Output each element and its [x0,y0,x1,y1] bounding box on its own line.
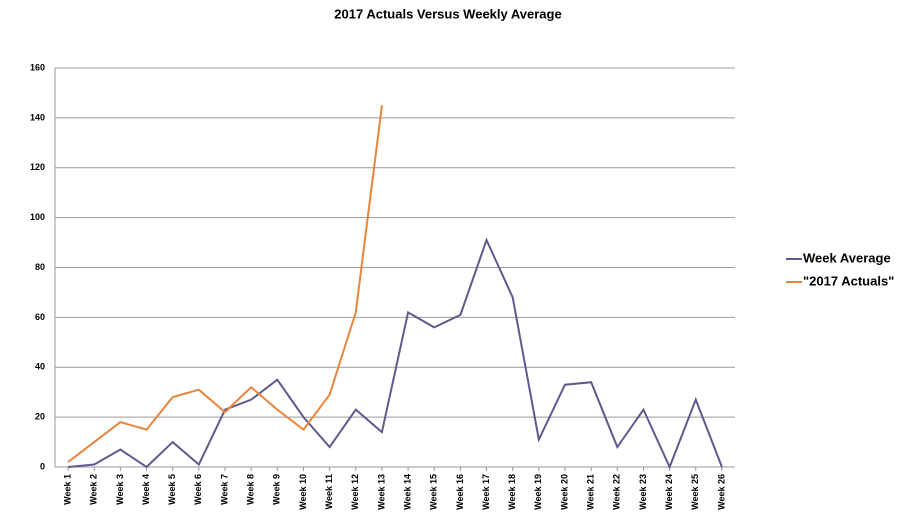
x-tick-label: Week 12 [350,474,360,510]
x-tick-label: Week 6 [193,474,203,505]
y-tick-label: 40 [35,362,45,372]
y-tick-label: 100 [30,212,45,222]
x-tick-label: Week 22 [612,474,622,510]
x-tick-label: Week 23 [638,474,648,510]
x-tick-label: Week 25 [690,474,700,510]
x-tick-label: Week 11 [324,474,334,509]
x-tick-label: Week 8 [246,474,256,505]
x-tick-label: Week 7 [219,474,229,505]
legend-label: Week Average [803,250,891,265]
x-tick-label: Week 10 [298,474,308,510]
x-tick-label: Week 4 [141,474,151,505]
x-tick-label: Week 16 [455,474,465,510]
chart-title: 2017 Actuals Versus Weekly Average [334,6,561,21]
y-tick-label: 60 [35,312,45,322]
x-tick-label: Week 26 [716,474,726,510]
x-tick-label: Week 19 [533,474,543,510]
x-tick-label: Week 21 [586,474,596,510]
y-tick-label: 20 [35,412,45,422]
x-tick-label: Week 13 [376,474,386,510]
y-tick-label: 80 [35,262,45,272]
x-tick-label: Week 9 [272,474,282,505]
y-tick-label: 120 [30,162,45,172]
y-tick-label: 140 [30,112,45,122]
x-tick-label: Week 17 [481,474,491,510]
x-tick-label: Week 1 [62,474,72,505]
x-tick-label: Week 20 [559,474,569,510]
x-tick-label: Week 24 [664,474,674,510]
x-tick-label: Week 5 [167,474,177,505]
y-tick-label: 160 [30,62,45,72]
x-tick-label: Week 14 [402,474,412,510]
series-line [67,105,383,463]
x-tick-label: Week 3 [115,474,125,505]
y-tick-label: 0 [40,461,45,471]
x-tick-label: Week 18 [507,474,517,510]
x-tick-label: Week 15 [429,474,439,510]
series-line [67,237,723,470]
legend-label: "2017 Actuals" [803,273,894,288]
x-tick-label: Week 2 [89,474,99,505]
